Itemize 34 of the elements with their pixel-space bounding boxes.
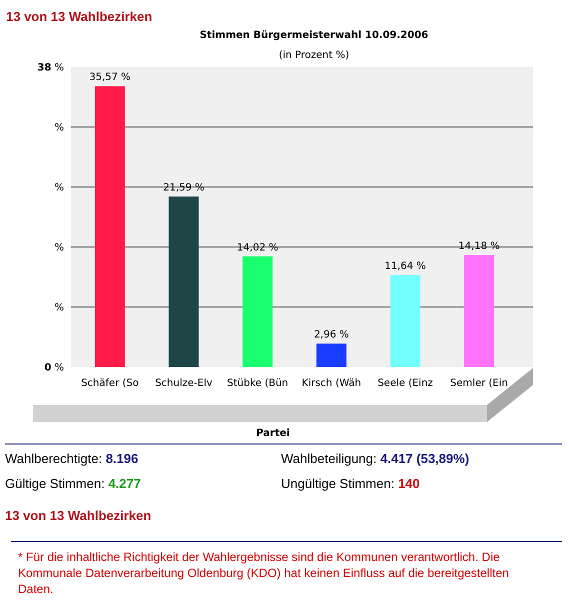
data-label: 14,02 % bbox=[236, 242, 278, 254]
y-tick-label: % bbox=[54, 242, 64, 254]
data-label: 2,96 % bbox=[314, 330, 349, 341]
x-tick-label: Schulze-Elv bbox=[155, 378, 212, 389]
x-tick-label: Seele (Einz bbox=[378, 378, 433, 389]
data-label: 11,64 % bbox=[384, 261, 426, 272]
text: Ungültige Stimmen: 140 bbox=[281, 476, 420, 491]
data-label: 21,59 % bbox=[163, 182, 204, 194]
text: Wahlberechtigte: 8.196 bbox=[5, 451, 138, 466]
data-label: 35,57 % bbox=[89, 72, 131, 84]
y-tick-label: % bbox=[54, 302, 64, 314]
x-axis-title: Partei bbox=[256, 428, 290, 439]
text: 13 von 13 Wahlbezirken bbox=[5, 508, 152, 523]
text: 13 von 13 Wahlbezirken bbox=[6, 9, 152, 24]
text: * Für die inhaltliche Richtigkeit der Wahlergebnisse sind die Kommunen verantwortlich. Die Kommunale Datenverarbeitung Oldenburg (KDO) hat keinen Einfluss auf die bereitgestellten Daten. bbox=[18, 549, 510, 597]
y-tick-label: 38 % bbox=[37, 62, 64, 74]
bar bbox=[168, 196, 199, 367]
x-tick-label: Schäfer (So bbox=[81, 378, 139, 389]
bar bbox=[316, 344, 346, 367]
y-tick-label: 0 % bbox=[44, 362, 64, 374]
bar bbox=[242, 256, 273, 367]
chart-title: Stimmen Bürgermeisterwahl 10.09.2006 bbox=[200, 30, 428, 41]
text: Wahlbeteiligung: 4.417 (53,89%) bbox=[281, 451, 470, 466]
x-tick-label: Semler (Ein bbox=[450, 378, 508, 389]
y-tick-label: % bbox=[54, 182, 64, 194]
chart-subtitle: (in Prozent %) bbox=[278, 50, 350, 61]
x-tick-label: Kirsch (Wäh bbox=[302, 378, 362, 389]
y-tick-label: % bbox=[54, 122, 64, 134]
text: Gültige Stimmen: 4.277 bbox=[5, 476, 141, 491]
data-label: 14,18 % bbox=[458, 241, 500, 252]
bar bbox=[94, 86, 125, 367]
bar bbox=[464, 255, 494, 367]
x-tick-label: Stübke (Bün bbox=[226, 378, 288, 389]
bar bbox=[390, 275, 420, 367]
